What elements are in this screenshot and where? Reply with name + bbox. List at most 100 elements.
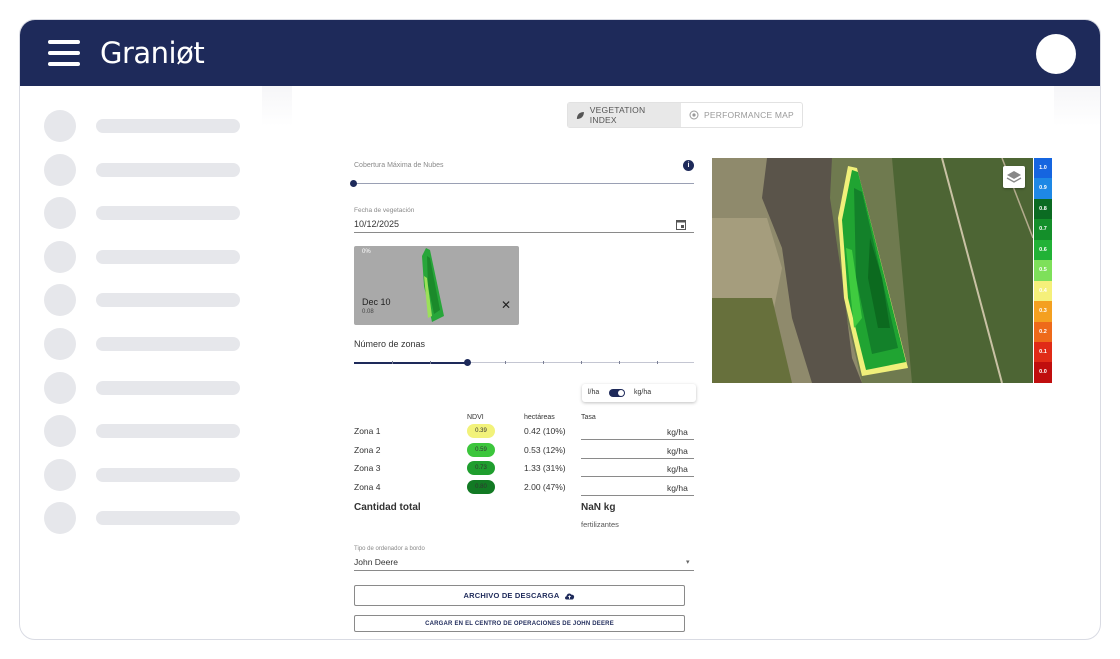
controller-underline — [354, 570, 694, 571]
zones-label: Número de zonas — [354, 339, 426, 349]
clouds-slider-track[interactable] — [354, 183, 694, 184]
sidebar-item-label — [96, 337, 240, 351]
zone-hectares: 0.53 (12%) — [524, 444, 566, 455]
sidebar-item-icon — [44, 458, 76, 491]
clouds-label: Cobertura Máxima de Nubes — [354, 162, 444, 169]
zones-slider-thumb[interactable] — [464, 359, 471, 366]
leaf-icon — [576, 111, 584, 119]
dropdown-arrow-icon[interactable]: ▾ — [686, 559, 690, 566]
avatar[interactable] — [1036, 34, 1076, 74]
sidebar-item-placeholder[interactable] — [44, 371, 244, 404]
zone-rate-unit: kg/ha — [667, 427, 688, 437]
sidebar-item-icon — [44, 284, 76, 317]
zone-name: Zona 1 — [354, 426, 381, 436]
date-underline — [354, 232, 694, 233]
total-label: Cantidad total — [354, 502, 421, 513]
slider-tick — [430, 361, 431, 364]
tab-vegetation-index[interactable]: VEGETATION INDEX — [568, 103, 681, 127]
zone-rate-input[interactable] — [581, 439, 694, 440]
sidebar — [20, 86, 262, 639]
slider-tick — [581, 361, 582, 364]
sidebar-item-placeholder[interactable] — [44, 153, 244, 186]
sidebar-item-icon — [44, 240, 76, 273]
legend-swatch: 0.8 — [1034, 198, 1052, 220]
zone-rate-unit: kg/ha — [667, 482, 688, 493]
menu-icon[interactable] — [48, 40, 80, 66]
unit-toggle[interactable]: l/ha kg/ha — [582, 384, 696, 402]
ndvi-pill: 0.73 — [467, 461, 495, 475]
controller-select[interactable]: John Deere — [354, 557, 398, 567]
sidebar-item-label — [96, 467, 240, 482]
rate-header: Tasa — [581, 414, 596, 421]
legend-swatch: 0.5 — [1034, 260, 1052, 281]
download-button[interactable]: ARCHIVO DE DESCARGA — [354, 585, 685, 606]
legend-swatch: 0.2 — [1034, 321, 1052, 342]
slider-tick — [392, 361, 393, 364]
zone-rate-input[interactable] — [581, 494, 694, 496]
zone-name: Zona 4 — [354, 481, 381, 492]
thumbnail-sub: 0.08 — [362, 309, 374, 315]
legend-swatch: 0.0 — [1034, 362, 1052, 383]
upload-john-deere-button[interactable]: CARGAR EN EL CENTRO DE OPERACIONES DE JO… — [354, 615, 685, 632]
zone-hectares: 2.00 (47%) — [524, 481, 566, 492]
ndvi-pill: 0.39 — [467, 424, 495, 438]
sidebar-item-placeholder[interactable] — [44, 328, 244, 360]
ndvi-map[interactable] — [712, 158, 1033, 383]
legend-swatch: 0.1 — [1034, 341, 1052, 363]
unit-left: l/ha — [588, 389, 600, 396]
legend-swatch: 0.6 — [1034, 239, 1052, 261]
sidebar-item-placeholder[interactable] — [44, 502, 244, 535]
sidebar-item-label — [96, 511, 240, 526]
tab-performance-map[interactable]: PERFORMANCE MAP — [681, 103, 802, 127]
layers-icon — [1006, 171, 1022, 183]
close-icon[interactable]: ✕ — [501, 298, 512, 312]
sidebar-item-placeholder[interactable] — [44, 284, 244, 317]
zone-rate-unit: kg/ha — [667, 464, 688, 474]
zone-rate-unit: kg/ha — [667, 445, 688, 456]
sidebar-item-label — [96, 424, 240, 439]
tab-label: VEGETATION INDEX — [589, 105, 646, 125]
ndvi-pill: 0.59 — [467, 442, 495, 457]
zones-slider-track[interactable] — [354, 362, 694, 363]
unit-switch[interactable] — [609, 389, 625, 397]
sidebar-item-icon — [44, 371, 76, 404]
sidebar-item-label — [96, 293, 240, 308]
thumbnail-percent: 0% — [362, 249, 371, 255]
legend-swatch: 0.7 — [1034, 219, 1052, 240]
sidebar-item-placeholder[interactable] — [44, 240, 244, 273]
legend-swatch: 0.4 — [1034, 280, 1052, 302]
thumbnail-date: Dec 10 — [362, 297, 391, 307]
zone-name: Zona 3 — [354, 463, 381, 473]
ndvi-header: NDVI — [467, 414, 484, 421]
layers-button[interactable] — [1003, 166, 1025, 188]
clouds-slider-thumb[interactable] — [350, 180, 357, 187]
sidebar-item-placeholder[interactable] — [44, 197, 244, 230]
sidebar-item-label — [96, 249, 240, 264]
slider-tick — [657, 361, 658, 364]
field-shape-thumbnail — [422, 248, 444, 322]
sidebar-item-label — [96, 162, 240, 177]
info-icon[interactable]: i — [683, 160, 694, 171]
tab-label: PERFORMANCE MAP — [704, 110, 794, 120]
sidebar-item-placeholder[interactable] — [44, 458, 244, 491]
hectares-header: hectáreas — [524, 414, 555, 421]
date-input[interactable]: 10/12/2025 — [354, 219, 400, 229]
zone-rate-input[interactable] — [581, 457, 694, 459]
sidebar-item-placeholder[interactable] — [44, 110, 244, 142]
target-icon — [689, 110, 699, 120]
calendar-icon[interactable] — [676, 219, 686, 230]
controller-label: Tipo de ordenador a bordo — [354, 546, 425, 552]
ndvi-pill: 0.80 — [467, 479, 495, 494]
slider-tick — [619, 361, 620, 364]
app-frame: Graniøt VEGETATION INDEX PERFORMANCE MAP… — [19, 19, 1101, 640]
zone-name: Zona 2 — [354, 444, 381, 455]
total-sub: fertilizantes — [581, 520, 619, 529]
sidebar-item-placeholder[interactable] — [44, 415, 244, 448]
vegetation-thumbnail[interactable]: 0% Dec 10 0.08 ✕ — [354, 246, 519, 325]
sidebar-item-icon — [44, 328, 76, 360]
zone-hectares: 0.42 (10%) — [524, 426, 566, 436]
zones-slider-fill — [354, 361, 467, 364]
zone-rate-input[interactable] — [581, 476, 694, 477]
sidebar-item-label — [96, 380, 240, 395]
top-bar: Graniøt — [20, 20, 1100, 86]
